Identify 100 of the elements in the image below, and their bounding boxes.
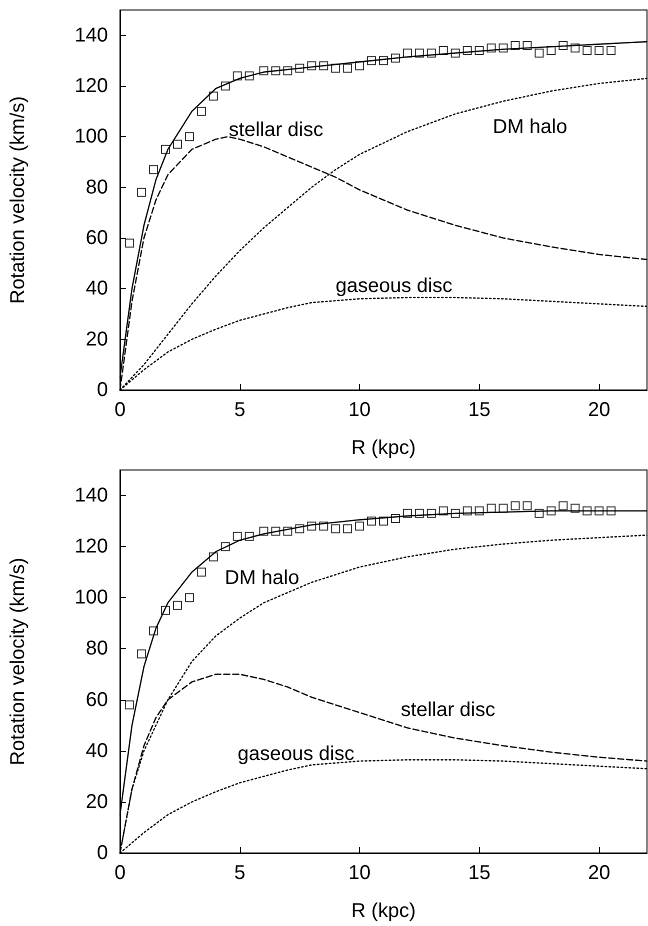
point <box>402 48 412 58</box>
point <box>558 501 568 510</box>
point <box>594 46 604 56</box>
point <box>367 56 376 66</box>
point <box>161 144 170 154</box>
point <box>486 44 496 52</box>
point <box>244 532 254 541</box>
point <box>462 506 472 516</box>
point <box>343 524 352 534</box>
annotation: gaseous disc <box>336 275 452 297</box>
y-tick-label: 80 <box>86 638 108 660</box>
point <box>271 66 280 76</box>
point <box>259 526 268 536</box>
annotation: stellar disc <box>400 699 496 721</box>
point <box>184 132 194 142</box>
point <box>220 82 230 90</box>
x-tick-label: 10 <box>348 399 371 421</box>
x-tick-label: 0 <box>114 862 126 884</box>
point <box>319 522 328 531</box>
point <box>355 522 364 531</box>
point <box>438 506 448 516</box>
point <box>390 54 400 63</box>
point <box>522 501 532 510</box>
point <box>283 66 292 76</box>
point <box>161 606 170 615</box>
point <box>546 46 556 56</box>
y-tick-label: 120 <box>74 536 108 558</box>
point <box>331 64 340 73</box>
point <box>244 71 254 80</box>
x-tick-label: 5 <box>234 862 246 884</box>
point <box>534 508 544 518</box>
point <box>137 188 146 197</box>
point <box>149 626 158 636</box>
point <box>295 524 304 534</box>
point <box>283 526 292 536</box>
point <box>522 40 532 50</box>
point <box>379 56 388 66</box>
x-axis-title: R (kpc) <box>351 900 416 922</box>
point <box>149 165 158 174</box>
y-tick-label: 100 <box>74 586 108 609</box>
point <box>474 506 484 516</box>
point <box>486 504 496 513</box>
point <box>402 508 412 518</box>
point <box>510 501 520 510</box>
point <box>137 649 146 658</box>
point <box>390 514 400 524</box>
point <box>125 238 134 248</box>
y-tick-label: 80 <box>86 176 108 198</box>
point <box>125 700 134 710</box>
y-tick-label: 20 <box>86 790 108 813</box>
y-axis-title: Rotation velocity (km/s) <box>7 558 29 766</box>
point <box>184 593 194 602</box>
y-tick-label: 140 <box>74 484 108 507</box>
annotation: DM halo <box>492 116 568 138</box>
x-tick-label: 20 <box>588 862 610 884</box>
point <box>510 40 520 50</box>
point <box>271 526 280 536</box>
point <box>172 140 182 149</box>
point <box>498 504 508 513</box>
y-tick-label: 40 <box>86 740 108 762</box>
point <box>172 600 182 610</box>
x-tick-label: 20 <box>588 399 610 421</box>
annotation: gaseous disc <box>238 743 354 765</box>
point <box>367 516 376 526</box>
point <box>259 66 268 76</box>
point <box>438 46 448 56</box>
point <box>534 48 544 58</box>
point <box>220 542 230 552</box>
point <box>570 504 580 513</box>
point <box>331 524 340 534</box>
point <box>570 44 580 52</box>
point <box>450 48 460 58</box>
annotation: stellar disc <box>228 119 324 141</box>
y-tick-label: 40 <box>86 278 108 300</box>
point <box>232 532 242 541</box>
point <box>558 40 568 50</box>
x-tick-label: 5 <box>234 399 246 421</box>
y-tick-label: 0 <box>96 379 108 401</box>
x-tick-label: 10 <box>348 862 371 884</box>
point <box>450 508 460 518</box>
x-tick-label: 15 <box>468 399 490 421</box>
y-tick-label: 120 <box>74 75 108 97</box>
point <box>582 506 592 516</box>
point <box>196 106 206 116</box>
point <box>208 92 218 101</box>
point <box>307 61 316 70</box>
y-tick-label: 60 <box>86 688 108 711</box>
point <box>498 44 508 52</box>
y-tick-label: 100 <box>74 126 108 148</box>
point <box>474 46 484 56</box>
point <box>426 508 436 518</box>
point <box>379 516 388 526</box>
point <box>295 64 304 73</box>
point <box>208 552 218 562</box>
point <box>232 71 242 80</box>
point <box>414 48 424 58</box>
x-tick-label: 0 <box>114 399 126 421</box>
point <box>462 46 472 56</box>
y-tick-label: 140 <box>74 24 108 46</box>
y-tick-label: 0 <box>96 842 108 864</box>
